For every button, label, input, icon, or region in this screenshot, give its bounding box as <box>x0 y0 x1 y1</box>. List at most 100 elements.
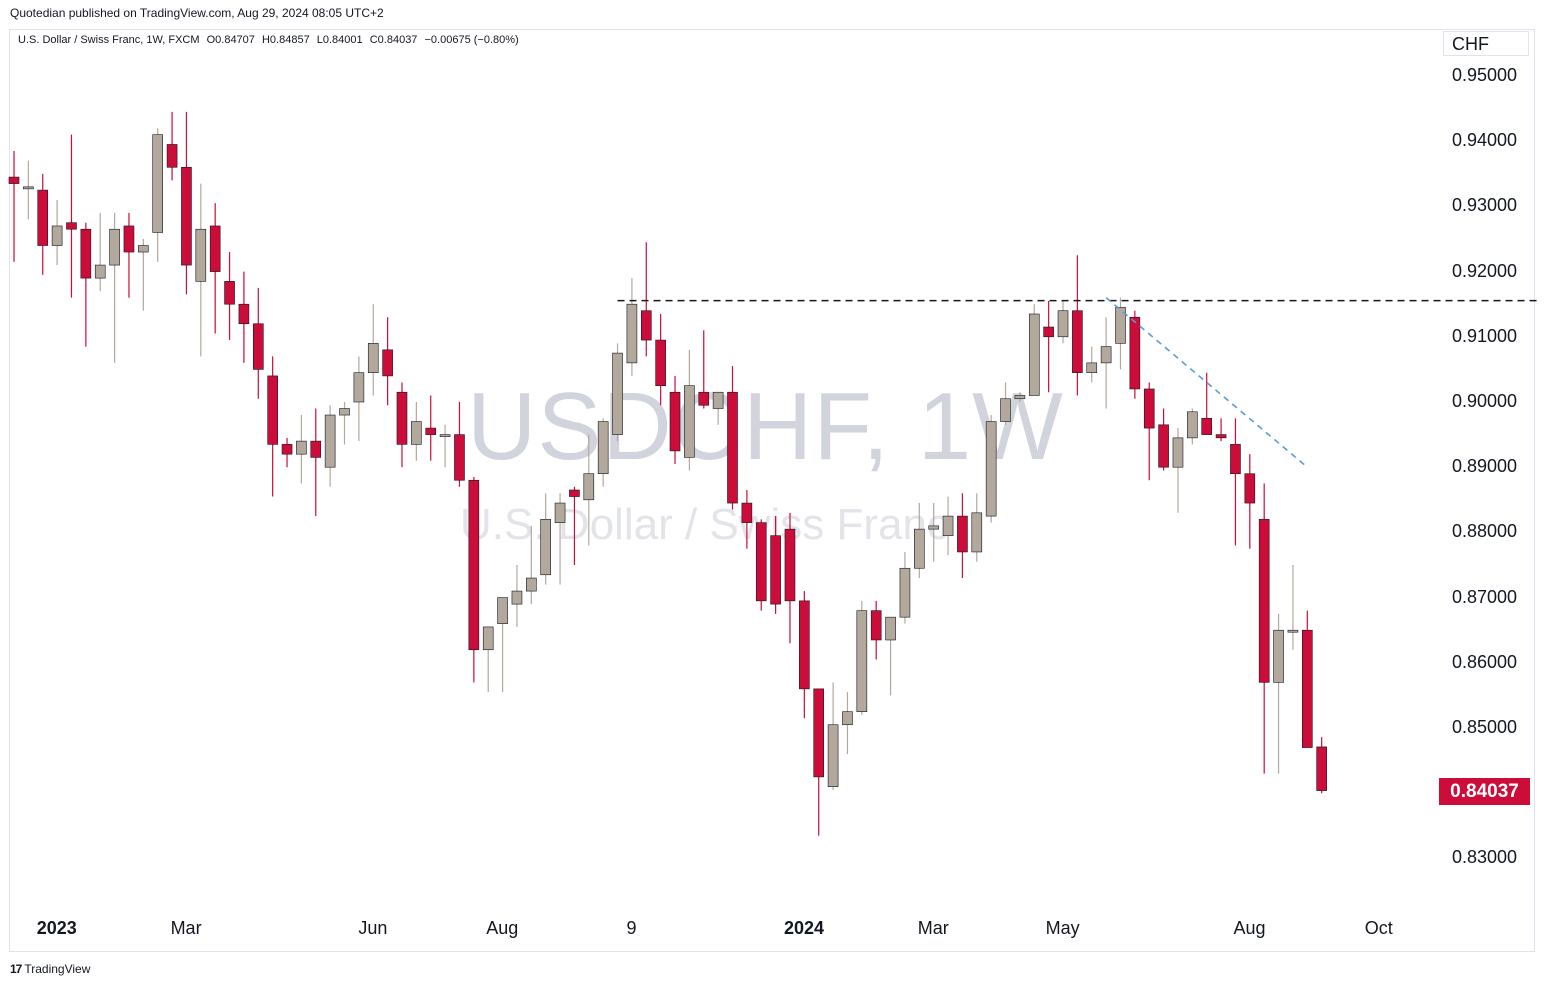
price-tick-label: 0.95000 <box>1452 65 1518 85</box>
candle-up[interactable] <box>339 408 350 416</box>
candle-up[interactable] <box>1086 362 1098 373</box>
candle-up[interactable] <box>1273 629 1284 683</box>
candle-down[interactable] <box>1316 746 1327 791</box>
candle-up[interactable] <box>928 525 939 530</box>
candle-up[interactable] <box>612 352 623 435</box>
candle-up[interactable] <box>856 610 868 713</box>
candle-down[interactable] <box>799 600 810 690</box>
candle-down[interactable] <box>267 375 278 445</box>
candle-down[interactable] <box>1158 424 1169 468</box>
candle-up[interactable] <box>1014 395 1026 400</box>
candle-down[interactable] <box>8 176 20 184</box>
candle-up[interactable] <box>914 528 925 569</box>
candle-down[interactable] <box>655 339 666 386</box>
candle-up[interactable] <box>51 225 63 246</box>
currency-selector[interactable]: CHF <box>1443 31 1529 56</box>
candle-down[interactable] <box>310 440 322 458</box>
candle-up[interactable] <box>583 473 595 501</box>
candle-down[interactable] <box>669 391 681 452</box>
candle-up[interactable] <box>511 590 523 605</box>
candle-down[interactable] <box>454 434 465 481</box>
candle-down[interactable] <box>1258 519 1270 683</box>
candle-down[interactable] <box>1201 417 1213 435</box>
candle-up[interactable] <box>554 502 566 523</box>
candle-down[interactable] <box>640 310 652 341</box>
candle-down[interactable] <box>382 349 393 377</box>
candle-up[interactable] <box>439 434 451 437</box>
candle-up[interactable] <box>1172 437 1184 468</box>
candle-down[interactable] <box>770 535 781 605</box>
candle-up[interactable] <box>109 228 120 266</box>
candle-down[interactable] <box>37 189 49 246</box>
candle-up[interactable] <box>1100 346 1112 364</box>
candle-down[interactable] <box>396 391 408 445</box>
candle-down[interactable] <box>181 166 192 266</box>
candle-down[interactable] <box>123 225 135 253</box>
candle-down[interactable] <box>1302 629 1313 748</box>
candle-up[interactable] <box>296 440 307 455</box>
candle-up[interactable] <box>1187 411 1198 439</box>
candle-up[interactable] <box>94 264 106 279</box>
candle-up[interactable] <box>497 597 508 624</box>
candle-up[interactable] <box>23 186 34 190</box>
candle-down[interactable] <box>870 610 882 641</box>
candle-down[interactable] <box>281 444 293 455</box>
candle-down[interactable] <box>698 391 710 406</box>
price-tick-label: 0.94000 <box>1452 130 1518 151</box>
candle-down[interactable] <box>80 228 92 279</box>
candle-up[interactable] <box>712 391 724 409</box>
candle-up[interactable] <box>526 577 537 592</box>
time-tick-label: Aug <box>1233 918 1266 938</box>
candle-up[interactable] <box>885 616 896 641</box>
candle-down[interactable] <box>755 522 767 602</box>
candle-down[interactable] <box>66 222 77 230</box>
candle-up[interactable] <box>971 512 983 553</box>
candle-up[interactable] <box>1028 313 1040 396</box>
candle-up[interactable] <box>1115 307 1126 344</box>
candle-down[interactable] <box>1143 388 1155 429</box>
candle-down[interactable] <box>238 303 250 325</box>
candle-up[interactable] <box>367 343 379 373</box>
tradingview-footer[interactable]: 17 TradingView <box>10 962 90 976</box>
candle-down[interactable] <box>468 479 480 651</box>
candle-down[interactable] <box>1215 434 1227 439</box>
candle-down[interactable] <box>224 281 235 305</box>
time-tick-label: Mar <box>170 918 202 938</box>
candle-up[interactable] <box>482 626 494 651</box>
candle-down[interactable] <box>425 427 437 435</box>
time-tick-label: 2024 <box>783 918 825 938</box>
candle-up[interactable] <box>942 515 954 536</box>
candle-up[interactable] <box>626 303 638 364</box>
candle-down[interactable] <box>1129 316 1141 390</box>
candle-down[interactable] <box>741 502 753 523</box>
candle-down[interactable] <box>1244 473 1256 504</box>
candle-down[interactable] <box>727 391 738 504</box>
candle-down[interactable] <box>784 528 796 602</box>
candle-up[interactable] <box>1000 398 1011 422</box>
candle-up[interactable] <box>195 228 207 282</box>
candle-down[interactable] <box>1072 310 1083 373</box>
candle-up[interactable] <box>540 519 551 576</box>
candle-up[interactable] <box>1057 310 1069 338</box>
candle-up[interactable] <box>899 567 911 618</box>
candle-down[interactable] <box>569 489 580 497</box>
candle-up[interactable] <box>684 385 695 458</box>
candle-up[interactable] <box>597 421 609 475</box>
candle-up[interactable] <box>353 372 365 403</box>
candle-up[interactable] <box>827 724 839 787</box>
candle-up[interactable] <box>842 711 853 726</box>
candle-down[interactable] <box>1043 326 1054 338</box>
candle-up[interactable] <box>985 421 997 517</box>
candle-down[interactable] <box>166 144 178 168</box>
candle-down[interactable] <box>209 225 221 272</box>
candle-down[interactable] <box>252 323 264 370</box>
candle-down[interactable] <box>957 515 968 553</box>
candle-up[interactable] <box>1287 629 1299 633</box>
candle-up[interactable] <box>411 421 422 445</box>
candle-up[interactable] <box>152 134 163 233</box>
candle-up[interactable] <box>324 414 336 468</box>
candle-down[interactable] <box>1230 444 1241 475</box>
candle-up[interactable] <box>138 245 149 253</box>
candle-down[interactable] <box>813 688 825 778</box>
